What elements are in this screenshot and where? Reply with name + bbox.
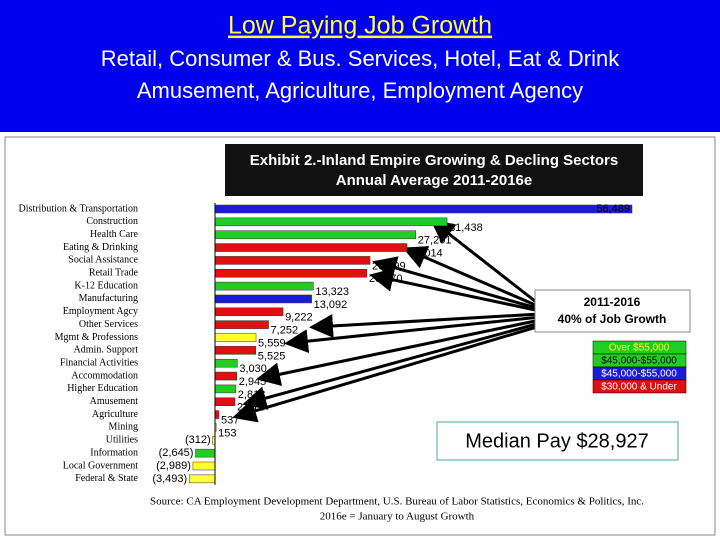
category-label: Social Assistance [68,255,138,266]
value-label: 2,945 [239,376,267,388]
value-label: 26,014 [409,247,443,259]
category-label: Agriculture [92,409,139,420]
value-label: (2,645) [159,447,194,459]
median-pay: Median Pay $28,927 [465,430,648,452]
value-label: 537 [221,415,239,427]
category-label: Financial Activities [60,357,138,368]
value-label: 2,818 [238,389,266,401]
category-label: Higher Education [67,383,138,394]
bar [214,397,236,406]
category-label: Information [90,447,138,458]
category-label: Accommodation [71,370,138,381]
bar [214,294,312,304]
bar [214,320,269,329]
category-label: Health Care [90,229,139,240]
value-label: 7,252 [271,325,299,337]
value-label: 9,222 [285,312,313,324]
bar [214,333,257,342]
category-label: Local Government [63,460,138,471]
bar [214,243,408,252]
chart-title: Annual Average 2011-2016e [336,172,533,189]
legend-label: $45,000-$55,000 [601,356,677,367]
value-label: 3,030 [239,363,267,375]
bar [214,371,237,381]
category-label: Retail Trade [89,268,139,279]
value-label: 13,323 [315,286,349,298]
source: Source: CA Employment Development Depart… [150,496,644,508]
value-label: 2,711 [237,402,264,414]
median-box [436,421,679,461]
value-label: (2,989) [156,460,191,472]
subtitle: Retail, Consumer & Bus. Services, Hotel,… [101,46,620,71]
legend-label: $30,000 & Under [601,382,677,393]
legend-label: Over $55,000 [609,343,670,354]
value-label: (312) [185,434,211,446]
bar [195,448,216,458]
bar [214,410,220,419]
category-label: Eating & Drinking [63,242,138,253]
value-label: 5,525 [258,350,286,362]
bar [214,204,633,214]
value-label: 20,999 [372,260,406,272]
bar [214,269,368,278]
annotation: 40% of Job Growth [558,312,667,326]
bar [192,461,216,471]
value-label: 13,092 [314,299,348,311]
category-label: Amusement [90,396,139,407]
category-label: Other Services [79,319,138,330]
bar [214,358,238,368]
legend-swatch [592,379,687,394]
legend-label: $45,000-$55,000 [601,369,677,380]
bar [214,307,284,317]
annotation: 2011-2016 [584,295,641,309]
bar [188,474,216,484]
header-bg [0,0,720,132]
category-label: Manufacturing [79,293,138,304]
category-label: Mgmt & Professions [55,332,138,343]
bar [214,217,448,227]
category-label: Employment Agcy [63,306,138,317]
value-label: 5,559 [258,337,286,349]
value-label: 27,201 [418,235,452,247]
slide-title: Low Paying Job Growth [228,12,492,40]
value-label: (3,493) [152,473,187,485]
value-label: 153 [218,427,236,439]
value-label: 31,438 [449,222,483,234]
category-label: Distribution & Transportation [19,203,138,214]
category-label: Admin. Support [74,345,139,356]
value-label: 56,489 [596,203,630,215]
category-label: K-12 Education [74,280,138,291]
arrows [232,219,541,423]
category-label: Construction [86,216,138,227]
category-label: Federal & State [75,473,138,484]
source: 2016e = January to August Growth [320,511,475,523]
value-label: 20,570 [369,273,403,285]
bar [214,281,314,291]
subtitle: Amusement, Agriculture, Employment Agenc… [137,78,583,103]
bar [214,256,371,265]
annotation-box [534,289,691,333]
chart-title-box [225,144,643,196]
bar [214,230,417,239]
chart-title: Exhibit 2.-Inland Empire Growing & Decli… [250,152,618,169]
bar [214,384,237,394]
category-label: Utilities [106,435,138,446]
bar [214,346,257,355]
category-label: Mining [109,422,138,433]
